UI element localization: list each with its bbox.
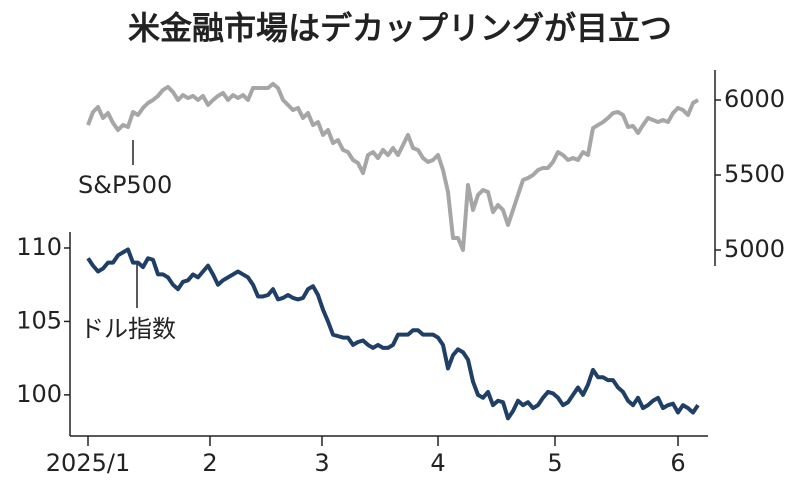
x-tick-label: 6 — [670, 449, 685, 477]
series-label: ドル指数 — [80, 315, 176, 343]
y-tick-label: 100 — [16, 380, 62, 408]
y2-tick-label: 6000 — [724, 85, 785, 113]
series-label: S&P500 — [78, 171, 172, 199]
x-tick-label: 2025/1 — [46, 449, 130, 477]
chart-title: 米金融市場はデカップリングが目立つ — [128, 9, 672, 47]
series-line — [86, 81, 700, 252]
x-tick-label: 4 — [430, 449, 445, 477]
y2-tick-label: 5000 — [724, 235, 785, 263]
y-tick-label: 105 — [16, 306, 62, 334]
y-tick-label: 110 — [16, 233, 62, 261]
x-tick-label: 3 — [314, 449, 329, 477]
x-tick-label: 5 — [547, 449, 562, 477]
series-line — [86, 247, 700, 421]
x-tick-label: 2 — [202, 449, 217, 477]
y2-tick-label: 5500 — [724, 160, 785, 188]
